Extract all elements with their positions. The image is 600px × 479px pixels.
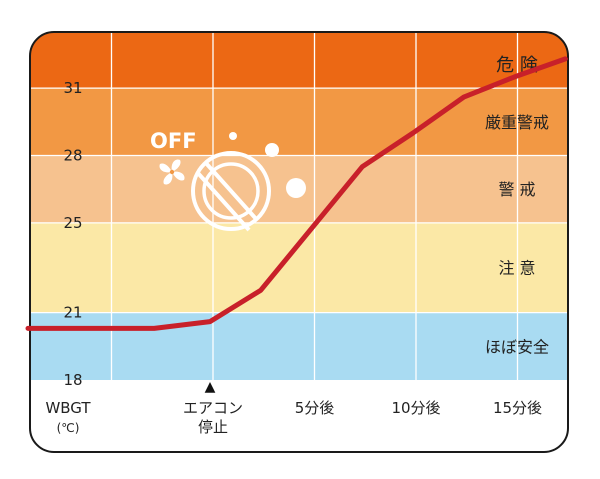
chart-frame: [29, 31, 569, 453]
x-tick-label: 停止: [198, 418, 228, 436]
series-line: [25, 56, 568, 331]
zone-label: 警 戒: [498, 180, 535, 199]
zone-band: [30, 312, 568, 380]
y-tick-label: 31: [63, 79, 82, 97]
bubble-dot: [286, 178, 306, 198]
y-tick-label: 21: [63, 304, 82, 322]
fan-icon: [159, 159, 185, 185]
x-tick-label: WBGT: [45, 399, 91, 417]
y-tick-label: 18: [63, 371, 82, 389]
zone-label: 厳重警戒: [485, 113, 549, 132]
grid: [30, 32, 568, 380]
y-tick-label: 28: [63, 146, 82, 164]
zone-band: [30, 222, 568, 313]
zones: [30, 32, 568, 380]
bubble-dot: [265, 143, 279, 157]
y-tick-label: 25: [63, 214, 82, 232]
x-tick-label: (℃): [57, 421, 80, 435]
x-tick-label: エアコン: [183, 399, 243, 417]
off-label: OFF: [150, 129, 197, 153]
zone-label: 注 意: [498, 259, 535, 278]
x-axis-band: [30, 380, 568, 452]
bubble-dot: [229, 132, 237, 140]
x-tick-label: 15分後: [493, 399, 542, 417]
zone-band: [30, 88, 568, 156]
zone-band: [30, 32, 568, 89]
zone-label: ほぼ安全: [485, 337, 549, 356]
fan-off-icon: OFF: [150, 129, 306, 232]
y-ticks: 18 21 25 28 31: [63, 79, 82, 389]
x-tick-label: 5分後: [295, 399, 335, 417]
ac-dial-icon: [191, 151, 271, 232]
x-tick-label: 10分後: [391, 399, 440, 417]
ac-stop-marker: ▲: [205, 379, 216, 395]
